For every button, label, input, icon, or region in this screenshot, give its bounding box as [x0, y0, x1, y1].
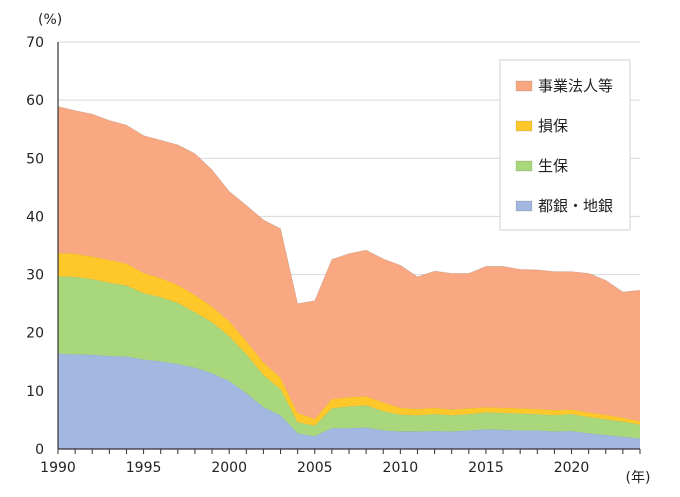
- legend-label: 損保: [538, 117, 568, 135]
- y-tick-label: 70: [26, 35, 44, 51]
- areas: [57, 106, 641, 449]
- y-tick-label: 0: [35, 442, 44, 458]
- x-tick-label: 2015: [468, 460, 504, 476]
- y-tick-label: 10: [26, 384, 44, 400]
- x-tick-label: 1990: [40, 460, 76, 476]
- x-tick-label: 2020: [554, 460, 590, 476]
- y-axis-unit-label: (%): [38, 12, 62, 28]
- area-series-3: [58, 106, 640, 422]
- y-tick-label: 60: [26, 93, 44, 109]
- x-tick-label: 1995: [126, 460, 162, 476]
- legend-label: 都銀・地銀: [538, 197, 613, 215]
- x-tick-label: 2000: [211, 460, 247, 476]
- area-series-2: [58, 253, 640, 426]
- axes: 0 10 20 30 40 50 60 70 1990 1995 2000 2005 2010 2015 2…: [26, 35, 641, 476]
- y-tick-label: 50: [26, 151, 44, 167]
- area-edge-3: [57, 106, 641, 305]
- legend-swatch: [515, 200, 533, 212]
- legend-swatch: [515, 120, 533, 132]
- x-tick-label: 2005: [297, 460, 333, 476]
- y-tick-label: 20: [26, 326, 44, 342]
- y-tick-label: 30: [26, 268, 44, 284]
- x-axis-unit-label: (年): [626, 470, 651, 486]
- area-series-1: [58, 276, 640, 439]
- legend-swatch: [515, 160, 533, 172]
- x-tick-label: 2010: [383, 460, 419, 476]
- y-tick-label: 40: [26, 209, 44, 225]
- legend-label: 生保: [538, 157, 568, 175]
- area-series-0: [58, 353, 640, 449]
- legend-swatch: [515, 80, 533, 92]
- legend-label: 事業法人等: [538, 77, 613, 95]
